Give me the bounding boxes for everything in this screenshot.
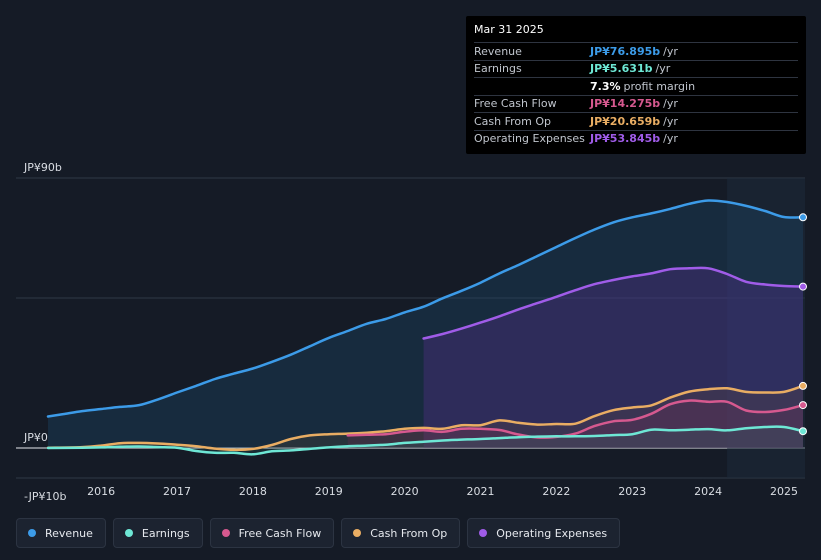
legend-label: Free Cash Flow xyxy=(238,526,322,540)
grid-lines xyxy=(16,177,805,479)
revenue-line xyxy=(46,199,805,418)
legend-item-free-cash-flow[interactable]: Free Cash Flow xyxy=(209,518,335,548)
tooltip-row-unit: /yr xyxy=(655,62,671,76)
x-tick-label: 2018 xyxy=(239,485,267,498)
legend-dot-icon xyxy=(221,529,230,537)
y-tick-label: -JP¥10b xyxy=(24,490,66,503)
tooltip-row-value: 7.3% xyxy=(590,79,621,93)
free-cash-flow-area xyxy=(347,400,803,448)
tooltip-row: 7.3% profit margin xyxy=(474,78,798,96)
x-tick-label: 2025 xyxy=(770,485,798,498)
data-tooltip: Mar 31 2025 Revenue JP¥76.895b/yr Earnings… xyxy=(466,16,806,154)
tooltip-row-value: JP¥14.275b xyxy=(590,97,661,111)
tooltip-row-unit: /yr xyxy=(663,44,678,58)
legend-label: Operating Expenses xyxy=(496,526,608,540)
legend-dot-icon xyxy=(353,529,362,537)
legend-item-earnings[interactable]: Earnings xyxy=(112,518,203,548)
x-tick-label: 2017 xyxy=(163,485,191,498)
tooltip-row-label: Operating Expenses xyxy=(474,132,585,146)
cash-from-op-line xyxy=(46,384,805,452)
revenue-area xyxy=(48,200,803,448)
tooltip-row-unit: /yr xyxy=(663,132,678,146)
earnings-line xyxy=(46,425,805,456)
legend-dot-icon xyxy=(28,529,36,537)
x-tick-label: 2019 xyxy=(315,485,343,498)
tooltip-row: Revenue JP¥76.895b/yr xyxy=(474,43,798,61)
tooltip-rows: Revenue JP¥76.895b/yr Earnings JP¥5.631b/yr… xyxy=(474,43,798,147)
cash-from-op-endpoint xyxy=(799,381,807,390)
tooltip-row: Free Cash Flow JP¥14.275b/yr xyxy=(474,96,798,113)
y-tick-label: JP¥0 xyxy=(23,431,48,444)
x-tick-label: 2021 xyxy=(467,485,495,498)
tooltip-row-unit: /yr xyxy=(663,97,678,111)
tooltip-row: Cash From Op JP¥20.659b/yr xyxy=(474,113,798,131)
tooltip-row-label: Revenue xyxy=(474,44,522,58)
tooltip-row: Earnings JP¥5.631b/yr xyxy=(474,61,798,78)
earnings-endpoint xyxy=(799,427,807,436)
y-axis-labels: JP¥90b JP¥0 -JP¥10b xyxy=(23,161,66,503)
legend-dot-icon xyxy=(124,529,133,537)
legend-item-revenue[interactable]: Revenue xyxy=(16,518,106,548)
operating-expenses-line xyxy=(422,266,805,340)
x-tick-label: 2016 xyxy=(87,485,115,498)
chart-legend: Revenue Earnings Free Cash Flow Cash From O… xyxy=(16,518,621,548)
y-tick-label: JP¥90b xyxy=(23,161,62,174)
free-cash-flow-line xyxy=(346,399,805,439)
series-lines xyxy=(46,199,805,456)
x-tick-label: 2024 xyxy=(694,485,722,498)
earnings-area xyxy=(48,426,803,455)
operating-expenses-endpoint xyxy=(799,282,807,291)
tooltip-row-value: JP¥20.659b xyxy=(590,114,661,128)
tooltip-row-label: Free Cash Flow xyxy=(474,97,557,111)
series-areas xyxy=(48,200,803,455)
tooltip-row: Operating Expenses JP¥53.845b/yr xyxy=(474,131,798,148)
x-tick-label: 2023 xyxy=(618,485,646,498)
legend-dot-icon xyxy=(479,529,488,537)
tooltip-date: Mar 31 2025 xyxy=(474,23,798,43)
x-tick-label: 2020 xyxy=(391,485,419,498)
legend-item-cash-from-op[interactable]: Cash From Op xyxy=(341,518,461,548)
tooltip-row-value: JP¥5.631b xyxy=(590,62,653,76)
legend-label: Revenue xyxy=(45,526,93,540)
legend-label: Cash From Op xyxy=(370,526,448,540)
tooltip-row-label: Cash From Op xyxy=(474,114,552,128)
tooltip-row-label: Earnings xyxy=(474,62,522,76)
tooltip-row-value: JP¥76.895b xyxy=(590,44,661,58)
x-axis-labels: 2016 2017 2018 2019 2020 2021 2022 2023 2024 2025 xyxy=(87,485,798,498)
tooltip-row-unit: profit margin xyxy=(623,79,696,93)
x-tick-label: 2022 xyxy=(542,485,570,498)
revenue-endpoint xyxy=(799,213,807,222)
legend-label: Earnings xyxy=(141,526,190,540)
legend-item-operating-expenses[interactable]: Operating Expenses xyxy=(467,518,621,548)
tooltip-row-value: JP¥53.845b xyxy=(590,132,661,146)
free-cash-flow-endpoint xyxy=(799,401,807,410)
series-endpoints xyxy=(799,213,807,436)
tooltip-row-unit: /yr xyxy=(663,114,678,128)
